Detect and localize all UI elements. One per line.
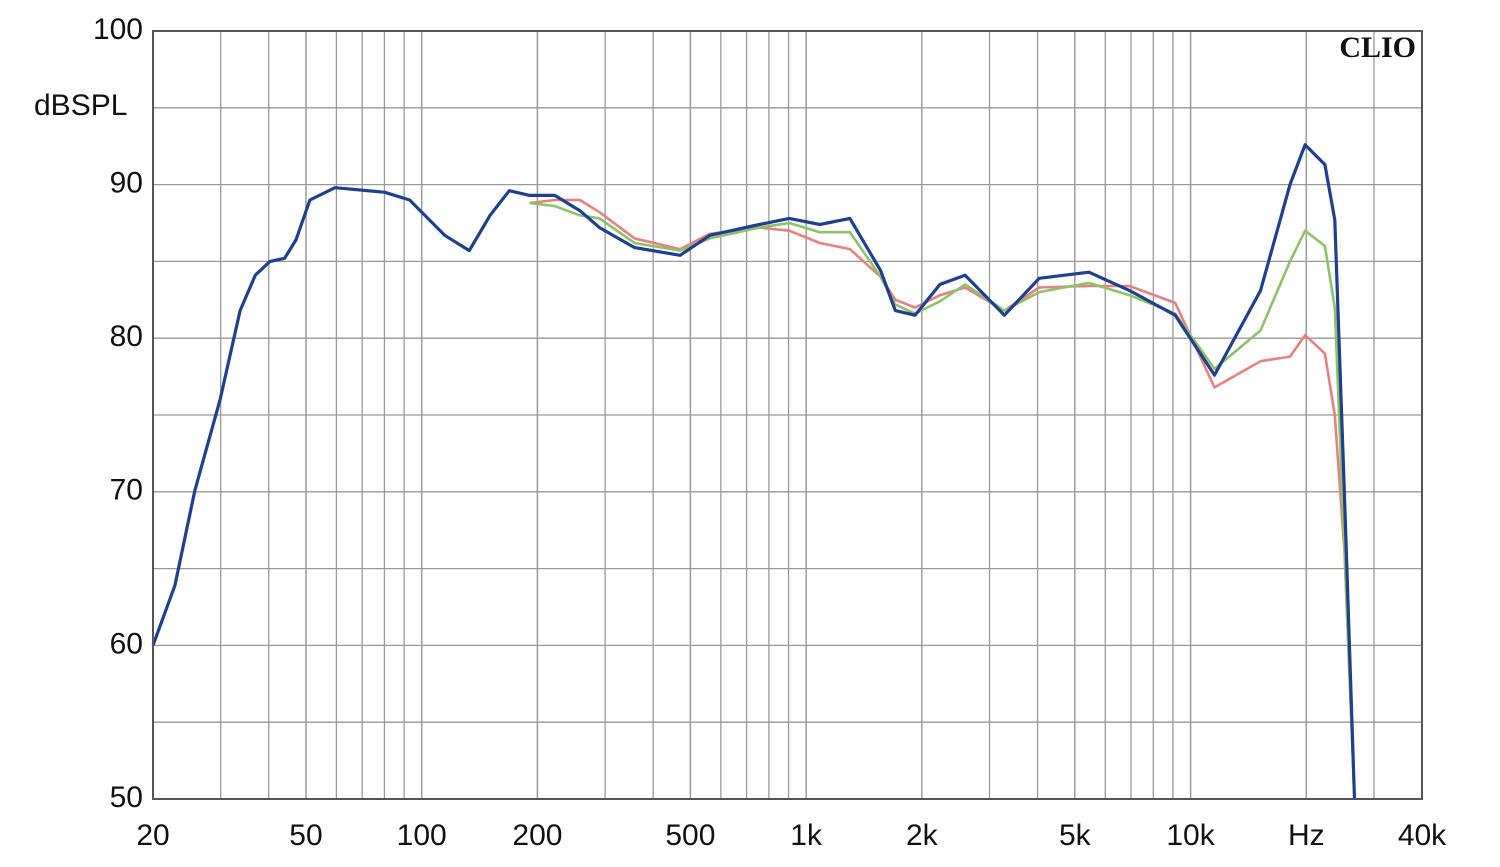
x-tick-label: 40k: [1398, 819, 1447, 852]
y-tick-label: 80: [110, 320, 143, 353]
y-tick-label: 60: [110, 627, 143, 660]
grid: [152, 30, 1423, 800]
plot-frame: [152, 30, 1423, 800]
x-tick-label: 10k: [1166, 819, 1215, 852]
x-tick-label: 20: [136, 819, 169, 852]
series-line: [529, 198, 1356, 800]
x-tick-label: 2k: [906, 819, 939, 852]
x-tick-label: 50: [289, 819, 322, 852]
y-tick-label: 70: [110, 474, 143, 507]
y-tick-label: 50: [110, 781, 143, 814]
x-tick-label: 500: [665, 819, 715, 852]
x-tick-label: 1k: [790, 819, 823, 852]
series-line: [529, 201, 1356, 800]
y-axis-label: dBSPL: [34, 89, 127, 122]
x-tick-label: 200: [512, 819, 562, 852]
series-line: [151, 143, 1357, 800]
watermark: CLIO: [1339, 31, 1416, 64]
y-tick-label: 100: [93, 13, 143, 46]
y-tick-label: 90: [110, 167, 143, 200]
lines: [151, 143, 1357, 800]
x-tick-label: 5k: [1059, 819, 1092, 852]
x-tick-label: 100: [397, 819, 447, 852]
x-tick-label: Hz: [1288, 819, 1325, 852]
